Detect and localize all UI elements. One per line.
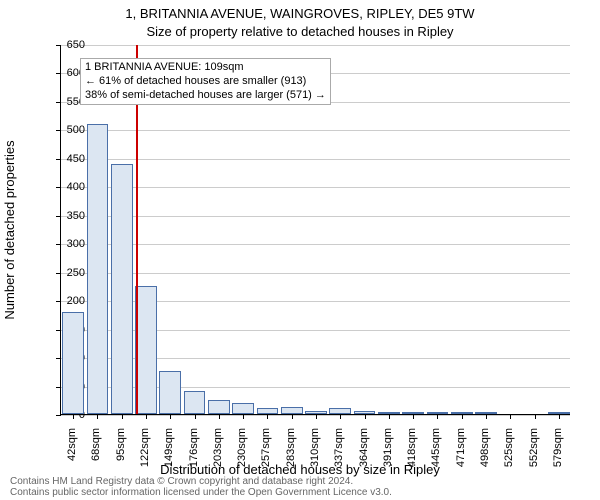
x-tick — [316, 414, 317, 419]
x-tick-label: 391sqm — [382, 428, 394, 483]
y-tick-label: 550 — [45, 96, 85, 108]
x-tick — [510, 414, 511, 419]
x-tick-label: 445sqm — [430, 428, 442, 483]
y-tick-label: 200 — [45, 295, 85, 307]
histogram-bar — [208, 400, 230, 414]
x-tick-label: 176sqm — [188, 428, 200, 483]
x-tick — [486, 414, 487, 419]
x-tick-label: 525sqm — [503, 428, 515, 483]
x-tick-label: 337sqm — [333, 428, 345, 483]
y-tick-label: 450 — [45, 153, 85, 165]
histogram-bar — [305, 411, 327, 414]
histogram-bar — [281, 407, 303, 414]
x-tick-label: 418sqm — [406, 428, 418, 483]
histogram-bar — [87, 124, 109, 414]
x-tick — [389, 414, 390, 419]
x-tick-label: 310sqm — [309, 428, 321, 483]
histogram-bar — [475, 412, 497, 414]
y-tick-label: 400 — [45, 181, 85, 193]
x-tick-label: 552sqm — [528, 428, 540, 483]
y-tick-label: 300 — [45, 238, 85, 250]
x-tick-label: 498sqm — [479, 428, 491, 483]
x-tick — [535, 414, 536, 419]
x-tick-label: 364sqm — [358, 428, 370, 483]
annotation-line1: 1 BRITANNIA AVENUE: 109sqm — [85, 61, 326, 75]
histogram-bar — [329, 408, 351, 414]
x-tick — [413, 414, 414, 419]
x-tick-label: 203sqm — [212, 428, 224, 483]
x-tick — [462, 414, 463, 419]
x-tick-label: 122sqm — [139, 428, 151, 483]
histogram-bar — [378, 412, 400, 414]
x-tick — [219, 414, 220, 419]
y-tick-label: 350 — [45, 210, 85, 222]
x-tick — [170, 414, 171, 419]
x-tick-label: 68sqm — [90, 428, 102, 483]
x-tick-label: 95sqm — [115, 428, 127, 483]
x-tick — [97, 414, 98, 419]
x-tick — [292, 414, 293, 419]
x-tick — [195, 414, 196, 419]
y-tick-label: 650 — [45, 39, 85, 51]
annotation-line3: 38% of semi-detached houses are larger (… — [85, 89, 326, 103]
histogram-bar — [427, 412, 449, 414]
histogram-bar — [451, 412, 473, 414]
x-tick-label: 149sqm — [163, 428, 175, 483]
x-tick — [267, 414, 268, 419]
histogram-bar — [184, 391, 206, 414]
x-tick — [243, 414, 244, 419]
histogram-bar — [354, 411, 376, 414]
x-tick-label: 471sqm — [455, 428, 467, 483]
x-tick-label: 257sqm — [260, 428, 272, 483]
x-tick-label: 283sqm — [285, 428, 297, 483]
x-tick-label: 230sqm — [236, 428, 248, 483]
annotation-box: 1 BRITANNIA AVENUE: 109sqm ← 61% of deta… — [80, 58, 331, 105]
histogram-bar — [159, 371, 181, 414]
chart-title-line1: 1, BRITANNIA AVENUE, WAINGROVES, RIPLEY,… — [0, 6, 600, 21]
chart-title-line2: Size of property relative to detached ho… — [0, 24, 600, 39]
x-tick — [122, 414, 123, 419]
x-tick — [437, 414, 438, 419]
y-axis-title: Number of detached properties — [2, 140, 17, 319]
histogram-bar — [62, 312, 84, 414]
x-tick-label: 42sqm — [66, 428, 78, 483]
y-tick-label: 600 — [45, 67, 85, 79]
histogram-bar — [135, 286, 157, 414]
histogram-bar — [402, 412, 424, 414]
annotation-line2: ← 61% of detached houses are smaller (91… — [85, 75, 326, 89]
footer-line2: Contains public sector information licen… — [10, 487, 392, 498]
chart-container: 1, BRITANNIA AVENUE, WAINGROVES, RIPLEY,… — [0, 0, 600, 500]
y-tick-label: 250 — [45, 267, 85, 279]
x-tick — [146, 414, 147, 419]
histogram-bar — [111, 164, 133, 414]
histogram-bar — [232, 403, 254, 414]
x-tick-label: 579sqm — [552, 428, 564, 483]
histogram-bar — [548, 412, 570, 414]
x-tick — [340, 414, 341, 419]
x-tick — [559, 414, 560, 419]
histogram-bar — [257, 408, 279, 414]
x-tick — [365, 414, 366, 419]
y-tick-label: 500 — [45, 124, 85, 136]
